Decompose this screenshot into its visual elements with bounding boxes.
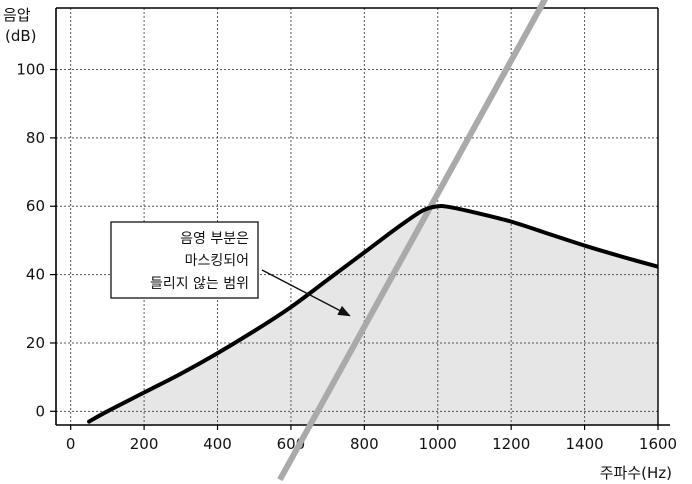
- x-tick-label: 200: [130, 435, 159, 453]
- x-tick-label: 800: [350, 435, 379, 453]
- plot-frame: [55, 7, 670, 426]
- x-tick-labels: 0 200 400 600 800 1000 1200 1400 1600: [66, 435, 677, 453]
- x-tick-label: 1200: [492, 435, 530, 453]
- tick-marks: [50, 68, 659, 430]
- y-tick-labels: 0 20 40 60 80 100: [16, 61, 45, 421]
- x-tick-label: 0: [66, 435, 76, 453]
- reference-line: [277, 0, 549, 482]
- y-tick-label: 100: [16, 61, 45, 79]
- y-tick-label: 60: [26, 197, 45, 215]
- y-tick-label: 0: [35, 402, 45, 420]
- y-axis-title-line-1: 음압: [3, 6, 31, 24]
- x-tick-label: 1400: [565, 435, 603, 453]
- y-tick-label: 40: [26, 266, 45, 284]
- x-tick-label: 1000: [419, 435, 457, 453]
- y-tick-label: 80: [26, 129, 45, 147]
- x-tick-label: 1600: [639, 435, 677, 453]
- annotation-box: [110, 221, 259, 299]
- y-axis-title-line-2: (dB): [5, 27, 37, 45]
- annotation-arrow: [261, 269, 351, 317]
- annotation-line-3: 들리지 않는 범위: [150, 276, 249, 292]
- grid-lines: [56, 8, 658, 425]
- annotation-line-1: 음영 부분은: [180, 231, 249, 247]
- y-tick-label: 20: [26, 334, 45, 352]
- masking-curve: [87, 203, 658, 424]
- annotation-line-2: 마스킹되어: [185, 253, 249, 269]
- annotation-callout: 음영 부분은 마스킹되어 들리지 않는 범위: [110, 221, 351, 317]
- x-tick-label: 400: [203, 435, 232, 453]
- x-axis-title: 주파수(Hz): [600, 464, 672, 482]
